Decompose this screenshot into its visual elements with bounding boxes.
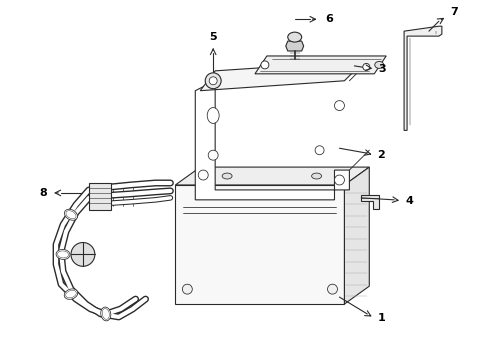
Polygon shape [361, 195, 379, 209]
Ellipse shape [374, 62, 383, 68]
Polygon shape [403, 26, 441, 130]
Polygon shape [175, 167, 368, 185]
Ellipse shape [65, 291, 76, 298]
Polygon shape [285, 41, 303, 51]
Ellipse shape [66, 211, 76, 219]
Ellipse shape [261, 61, 268, 69]
Polygon shape [200, 61, 364, 91]
Text: 3: 3 [378, 64, 385, 74]
Text: 2: 2 [377, 150, 385, 160]
Ellipse shape [64, 289, 78, 300]
Ellipse shape [102, 309, 109, 319]
Ellipse shape [222, 173, 232, 179]
Text: 7: 7 [449, 7, 457, 17]
Ellipse shape [207, 108, 219, 123]
Circle shape [334, 100, 344, 111]
Ellipse shape [287, 32, 301, 42]
Text: 4: 4 [404, 196, 412, 206]
Circle shape [205, 73, 221, 89]
Text: 1: 1 [377, 313, 385, 323]
Text: 6: 6 [325, 14, 333, 24]
Polygon shape [344, 167, 368, 304]
Circle shape [182, 284, 192, 294]
Ellipse shape [208, 150, 218, 160]
Text: 8: 8 [39, 188, 47, 198]
Ellipse shape [56, 249, 70, 260]
Bar [175, 185, 344, 304]
Circle shape [327, 284, 337, 294]
Ellipse shape [311, 173, 321, 179]
Ellipse shape [58, 251, 68, 258]
Text: 5: 5 [209, 32, 217, 42]
Polygon shape [195, 81, 349, 200]
Circle shape [209, 77, 217, 85]
Circle shape [334, 175, 344, 185]
Ellipse shape [314, 146, 324, 155]
Ellipse shape [101, 307, 111, 321]
Circle shape [71, 243, 95, 266]
Circle shape [198, 170, 208, 180]
Polygon shape [254, 56, 386, 74]
Polygon shape [89, 183, 111, 210]
Ellipse shape [362, 63, 369, 70]
Ellipse shape [64, 209, 78, 220]
